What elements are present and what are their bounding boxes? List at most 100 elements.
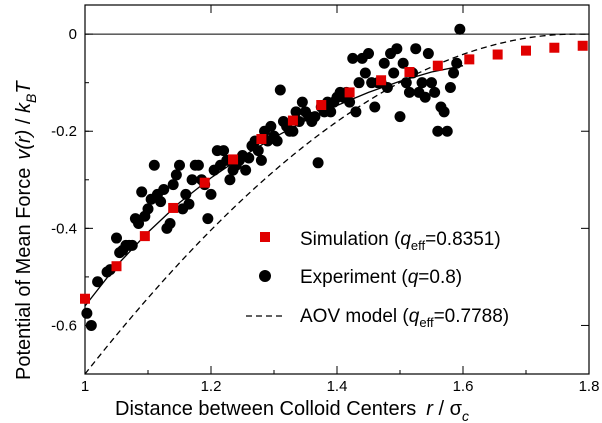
y-tick-label: -0.6 xyxy=(51,317,77,334)
experiment-point xyxy=(344,96,356,108)
experiment-point xyxy=(205,188,217,200)
experiment-point xyxy=(325,106,337,118)
simulation-point xyxy=(549,42,560,53)
experiment-point xyxy=(186,174,198,186)
experiment-point xyxy=(416,77,428,89)
experiment-point xyxy=(429,86,441,98)
experiment-point xyxy=(451,57,463,69)
experiment-point xyxy=(448,67,460,79)
simulation-point xyxy=(287,115,298,126)
plot-area: 0 -0.2 -0.4 -0.6 1 1.2 1.4 1.6 1.8 xyxy=(51,4,600,395)
x-tick-label: 1.8 xyxy=(579,378,600,395)
experiment-point xyxy=(167,179,179,191)
y-axis-title: Potential of Mean Forcev(r) / kBT xyxy=(13,80,39,380)
legend-label-simulation: Simulation (qeff=0.8351) xyxy=(300,229,501,253)
experiment-point xyxy=(111,232,122,244)
experiment-point xyxy=(426,77,437,89)
legend-label-experiment: Experiment (q=0.8) xyxy=(300,267,462,288)
experiment-point xyxy=(81,307,93,319)
experiment-point xyxy=(410,43,422,55)
experiment-point xyxy=(312,157,324,169)
experiment-point xyxy=(287,125,299,137)
experiment-point xyxy=(444,82,456,94)
experiment-point xyxy=(265,120,277,132)
simulation-point xyxy=(316,100,327,111)
experiment-point xyxy=(183,198,195,210)
experiment-point xyxy=(255,154,267,166)
experiment-point xyxy=(419,91,431,103)
simulation-point xyxy=(344,87,355,98)
simulation-point xyxy=(80,293,90,304)
experiment-point xyxy=(202,213,214,225)
experiment-point xyxy=(170,169,182,181)
experiment-point xyxy=(309,111,321,123)
simulation-point xyxy=(464,54,475,65)
simulation-point xyxy=(199,177,210,188)
simulation-point xyxy=(256,134,267,145)
experiment-point xyxy=(271,135,283,147)
experiment-point xyxy=(218,145,230,157)
experiment-point xyxy=(388,67,400,79)
x-tick-label: 1 xyxy=(81,378,89,395)
experiment-point xyxy=(454,23,466,35)
simulation-point xyxy=(376,75,387,86)
experiment-point xyxy=(224,174,236,186)
aov-model-curve xyxy=(84,33,590,375)
experiment-point xyxy=(397,57,409,69)
simulation-point xyxy=(139,231,150,242)
simulation-series xyxy=(80,40,588,304)
experiment-point xyxy=(155,196,167,208)
simulation-point xyxy=(577,40,588,51)
experiment-point xyxy=(126,239,138,251)
experiment-point xyxy=(158,184,170,195)
experiment-point xyxy=(180,188,192,200)
simulation-point xyxy=(432,60,443,71)
experiment-point xyxy=(296,96,308,108)
x-axis-title: Distance between Colloid Centers r / σc xyxy=(115,398,469,423)
legend-label-aov: AOV model (qeff=0.7788) xyxy=(300,306,509,330)
experiment-point xyxy=(432,125,444,137)
experiment-point xyxy=(441,125,453,137)
simulation-point xyxy=(111,261,122,272)
experiment-point xyxy=(192,159,204,171)
experiment-point xyxy=(133,217,145,229)
experiment-point xyxy=(378,57,390,69)
y-tick-label: -0.2 xyxy=(51,123,77,140)
x-axis: 1 1.2 1.4 1.6 1.8 xyxy=(81,5,600,395)
experiment-point xyxy=(438,106,450,118)
experiment-point xyxy=(290,106,302,118)
experiment-point xyxy=(136,186,148,198)
experiment-point xyxy=(394,111,406,123)
experiment-point xyxy=(243,152,255,164)
experiment-point xyxy=(422,48,434,60)
experiment-point xyxy=(164,217,176,229)
experiment-point xyxy=(403,86,415,98)
experiment-point xyxy=(369,101,381,113)
y-tick-label: -0.4 xyxy=(51,220,77,237)
experiment-point xyxy=(391,43,403,55)
experiment-point xyxy=(252,145,264,157)
legend-marker-simulation xyxy=(260,232,270,242)
y-tick-label: 0 xyxy=(69,26,77,43)
experiment-point xyxy=(92,276,104,288)
experiment-point xyxy=(85,319,97,331)
experiment-point xyxy=(347,52,359,64)
simulation-point xyxy=(492,49,503,60)
experiment-point xyxy=(142,203,154,215)
legend-marker-experiment xyxy=(259,270,271,282)
experiment-point xyxy=(400,77,412,89)
simulation-point xyxy=(521,45,531,56)
experiment-point xyxy=(363,48,374,60)
x-tick-label: 1.2 xyxy=(201,378,222,395)
experiment-point xyxy=(353,77,365,89)
simulation-point xyxy=(404,67,415,77)
experiment-point xyxy=(359,67,371,79)
simulation-point xyxy=(228,154,239,165)
simulation-point xyxy=(168,202,179,213)
x-tick-label: 1.4 xyxy=(327,378,348,395)
experiment-point xyxy=(350,106,362,118)
legend: Simulation (qeff=0.8351) Experiment (q=0… xyxy=(246,229,509,330)
experiment-point xyxy=(148,159,160,171)
experiment-point xyxy=(174,159,185,171)
